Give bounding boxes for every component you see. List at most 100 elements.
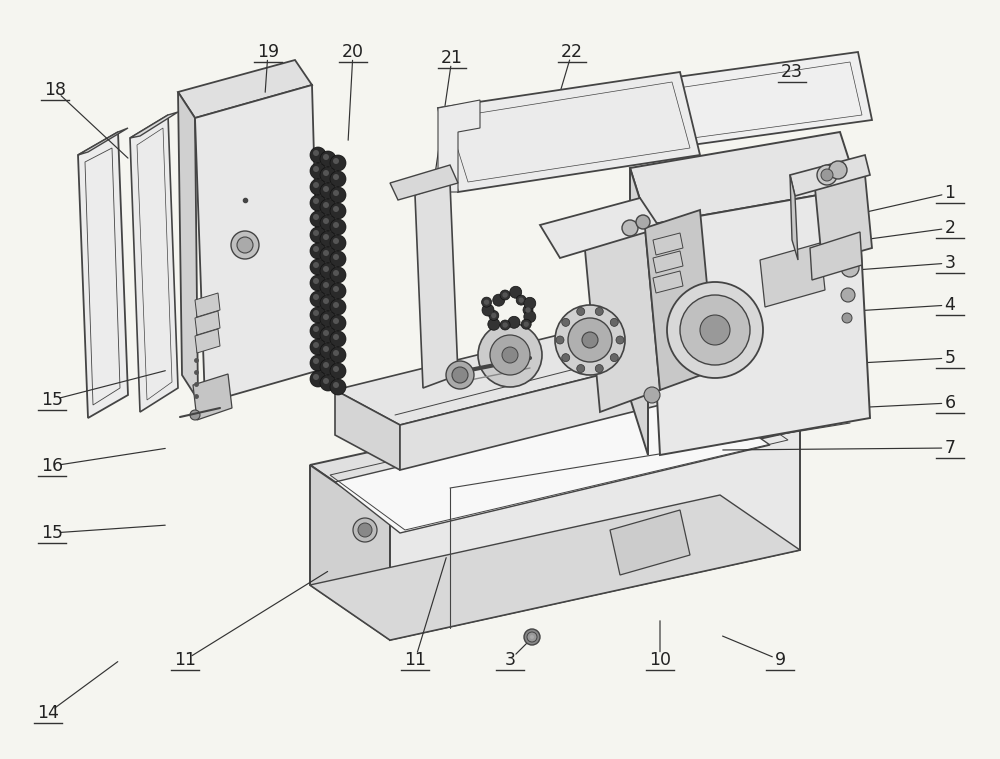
Circle shape	[582, 332, 598, 348]
Polygon shape	[390, 165, 458, 200]
Circle shape	[231, 231, 259, 259]
Circle shape	[330, 315, 346, 331]
Polygon shape	[790, 155, 870, 196]
Circle shape	[323, 202, 329, 208]
Circle shape	[323, 234, 329, 240]
Circle shape	[310, 179, 326, 195]
Circle shape	[323, 282, 329, 288]
Circle shape	[829, 161, 847, 179]
Text: 6: 6	[944, 394, 956, 412]
Circle shape	[323, 170, 329, 176]
Polygon shape	[438, 72, 700, 192]
Polygon shape	[78, 132, 128, 418]
Circle shape	[323, 298, 329, 304]
Circle shape	[320, 199, 336, 215]
Circle shape	[489, 310, 499, 320]
Circle shape	[323, 218, 329, 224]
Circle shape	[595, 307, 603, 316]
Circle shape	[310, 227, 326, 243]
Circle shape	[313, 198, 319, 204]
Polygon shape	[400, 340, 740, 470]
Polygon shape	[335, 395, 770, 533]
Circle shape	[310, 211, 326, 227]
Circle shape	[644, 387, 660, 403]
Circle shape	[320, 311, 336, 327]
Circle shape	[333, 190, 339, 196]
Text: 19: 19	[257, 43, 279, 61]
Circle shape	[527, 632, 537, 642]
Circle shape	[330, 379, 346, 395]
Circle shape	[320, 279, 336, 295]
Circle shape	[313, 182, 319, 188]
Circle shape	[330, 331, 346, 347]
Circle shape	[313, 246, 319, 252]
Polygon shape	[130, 112, 178, 138]
Circle shape	[310, 291, 326, 307]
Circle shape	[577, 307, 585, 316]
Circle shape	[313, 310, 319, 316]
Circle shape	[190, 410, 200, 420]
Circle shape	[333, 270, 339, 276]
Text: 1: 1	[944, 184, 956, 202]
Polygon shape	[648, 188, 870, 455]
Polygon shape	[540, 198, 660, 258]
Circle shape	[841, 259, 859, 277]
Polygon shape	[335, 390, 400, 470]
Circle shape	[320, 151, 336, 167]
Circle shape	[323, 330, 329, 336]
Text: 10: 10	[649, 651, 671, 669]
Circle shape	[330, 267, 346, 283]
Circle shape	[330, 171, 346, 187]
Circle shape	[323, 314, 329, 320]
Circle shape	[330, 155, 346, 171]
Polygon shape	[653, 271, 683, 293]
Circle shape	[310, 371, 326, 387]
Circle shape	[333, 254, 339, 260]
Text: 5: 5	[944, 349, 956, 367]
Circle shape	[320, 263, 336, 279]
Text: 18: 18	[44, 81, 66, 99]
Circle shape	[667, 282, 763, 378]
Circle shape	[508, 317, 520, 329]
Circle shape	[500, 320, 510, 330]
Circle shape	[330, 235, 346, 251]
Circle shape	[488, 318, 500, 330]
Polygon shape	[790, 175, 798, 260]
Polygon shape	[195, 311, 220, 335]
Text: 20: 20	[342, 43, 364, 61]
Polygon shape	[653, 251, 683, 273]
Circle shape	[320, 375, 336, 391]
Circle shape	[323, 346, 329, 352]
Circle shape	[817, 165, 837, 185]
Circle shape	[524, 298, 536, 309]
Circle shape	[333, 366, 339, 372]
Circle shape	[555, 305, 625, 375]
Circle shape	[313, 214, 319, 220]
Text: 11: 11	[404, 651, 426, 669]
Circle shape	[523, 305, 533, 315]
Circle shape	[333, 206, 339, 212]
Circle shape	[313, 262, 319, 268]
Circle shape	[320, 359, 336, 375]
Polygon shape	[655, 52, 872, 148]
Circle shape	[524, 310, 536, 323]
Polygon shape	[415, 183, 458, 388]
Polygon shape	[438, 100, 480, 192]
Circle shape	[313, 150, 319, 156]
Circle shape	[510, 286, 522, 298]
Circle shape	[323, 186, 329, 192]
Circle shape	[313, 342, 319, 348]
Circle shape	[313, 166, 319, 172]
Circle shape	[521, 320, 531, 329]
Text: 11: 11	[174, 651, 196, 669]
Circle shape	[568, 318, 612, 362]
Circle shape	[313, 278, 319, 284]
Circle shape	[320, 231, 336, 247]
Circle shape	[700, 315, 730, 345]
Circle shape	[330, 347, 346, 363]
Circle shape	[333, 382, 339, 388]
Circle shape	[320, 295, 336, 311]
Polygon shape	[390, 430, 800, 640]
Circle shape	[333, 286, 339, 292]
Circle shape	[518, 297, 524, 303]
